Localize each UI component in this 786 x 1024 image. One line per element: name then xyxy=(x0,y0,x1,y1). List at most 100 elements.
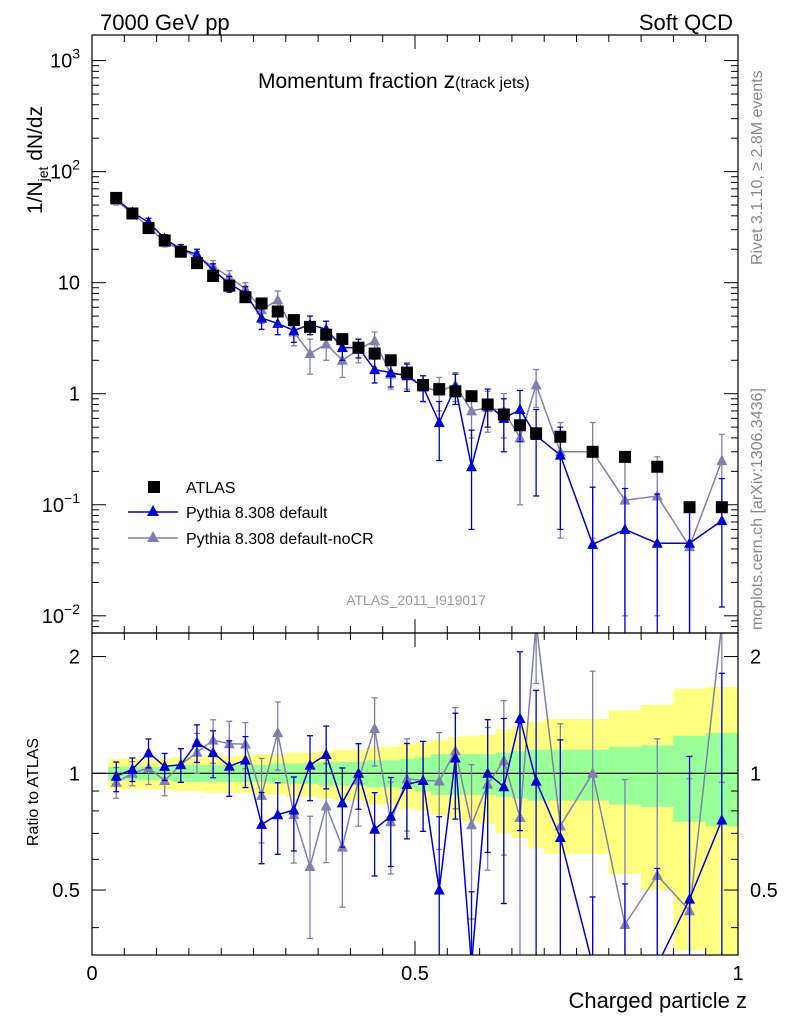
ratio-tick-label: 0.5 xyxy=(52,880,80,902)
y-tick-label: 102 xyxy=(50,157,80,184)
atlas-point xyxy=(190,257,203,270)
x-tick-label: 0.5 xyxy=(401,963,429,985)
default-ratio-point xyxy=(256,818,268,829)
default-ratio-point xyxy=(223,760,235,771)
atlas-point xyxy=(449,385,462,398)
default-point xyxy=(684,537,696,548)
atlas-point xyxy=(530,427,543,440)
atlas-point xyxy=(465,390,478,403)
default-ratio-point xyxy=(175,758,187,770)
legend-nocr-label: Pythia 8.308 default-noCR xyxy=(186,531,374,548)
default-ratio-point xyxy=(320,748,332,760)
atlas-point xyxy=(618,450,631,463)
atlas-point xyxy=(433,383,446,396)
nocr-ratio-point xyxy=(272,726,284,738)
default-ratio-point xyxy=(352,767,364,778)
atlas-point xyxy=(110,191,123,204)
default-ratio-point xyxy=(449,751,461,763)
default-ratio-point xyxy=(207,746,219,758)
default-point xyxy=(336,341,348,353)
default-ratio-point xyxy=(336,796,348,808)
atlas-point xyxy=(158,234,171,247)
atlas-point xyxy=(223,279,236,292)
y-tick-label: 103 xyxy=(50,46,80,73)
nocr-point xyxy=(466,404,478,416)
y-tick-label: 1 xyxy=(69,384,80,406)
atlas-point xyxy=(142,222,155,235)
default-ratio-point xyxy=(514,712,526,723)
default-ratio-point xyxy=(417,774,429,785)
ratio-axis-title: Ratio to ATLAS xyxy=(25,738,42,846)
legend-default-marker xyxy=(147,505,159,516)
atlas-point xyxy=(207,269,220,282)
ratio-tick-label-right: 1 xyxy=(750,763,761,785)
atlas-point xyxy=(651,460,664,473)
default-point xyxy=(716,514,728,526)
default-point xyxy=(191,248,203,259)
legend-atlas-marker xyxy=(148,481,160,493)
atlas-point xyxy=(174,245,187,258)
atlas-point xyxy=(336,333,349,346)
nocr-ratio-point xyxy=(304,860,316,872)
main-series-layer xyxy=(110,191,728,633)
x-axis-title: Charged particle z xyxy=(568,988,747,1013)
nocr-ratio-point xyxy=(466,818,478,830)
ratio-tick-label: 2 xyxy=(69,647,80,669)
nocr-ratio-point xyxy=(433,775,445,786)
default-point xyxy=(385,366,397,378)
default-point xyxy=(651,537,663,548)
default-point xyxy=(369,363,381,375)
ratio-frame xyxy=(91,632,739,956)
atlas-point xyxy=(417,378,430,391)
rivet-version-label: Rivet 3.1.10, ≥ 2.8M events xyxy=(749,70,766,265)
nocr-point xyxy=(716,454,728,466)
default-point xyxy=(256,312,268,323)
default-ratio-point xyxy=(272,808,284,820)
ratio-tick-label: 1 xyxy=(69,763,80,785)
atlas-point xyxy=(320,328,333,341)
atlas-point xyxy=(304,320,317,333)
default-point xyxy=(587,538,599,549)
default-ratio-point xyxy=(239,754,251,765)
legend-nocr-marker xyxy=(147,531,159,542)
default-point xyxy=(288,324,300,336)
default-point xyxy=(554,449,566,460)
default-ratio-point xyxy=(288,803,300,815)
atlas-point xyxy=(287,314,300,327)
atlas-point xyxy=(271,305,284,318)
atlas-point xyxy=(497,408,510,421)
chart-title: Momentum fraction z(track jets) xyxy=(258,67,530,93)
atlas-point xyxy=(481,398,494,411)
default-ratio-point xyxy=(191,736,203,748)
default-ratio-point xyxy=(401,778,413,790)
energy-label: 7000 GeV pp xyxy=(100,10,230,35)
main-tick-marks: 10−2 10−1 1 10 102 103 xyxy=(42,35,739,634)
legend: ATLAS Pythia 8.308 default Pythia 8.308 … xyxy=(128,480,374,548)
nocr-point xyxy=(530,378,542,390)
default-ratio-point xyxy=(498,780,510,792)
y-tick-label: 10−1 xyxy=(42,490,80,517)
atlas-point xyxy=(255,297,268,310)
default-ratio-point xyxy=(159,760,171,771)
atlas-point xyxy=(554,430,567,443)
main-panel: 10−2 10−1 1 10 102 103 xyxy=(42,34,739,634)
default-ratio-point xyxy=(369,823,381,834)
default-ratio-point xyxy=(684,893,696,904)
ratio-tick-label-right: 2 xyxy=(750,647,761,669)
default-ratio-point xyxy=(433,884,445,895)
nocr-point xyxy=(320,338,332,349)
x-tick-label: 0 xyxy=(86,963,97,985)
default-ratio-point xyxy=(126,763,138,774)
default-point xyxy=(514,403,526,415)
ratio-panel: 0 0.5 1 0.5 0.5 1 1 2 2 xyxy=(52,632,778,985)
atlas-point xyxy=(384,354,397,367)
nocr-point xyxy=(304,347,316,359)
y-axis-title: 1/Njet dN/dz xyxy=(24,106,51,214)
ratio-series-layer xyxy=(110,633,728,955)
default-ratio-point xyxy=(110,770,122,781)
default-point xyxy=(272,317,284,328)
atlas-point xyxy=(352,341,365,354)
default-ratio-point xyxy=(143,746,155,758)
atlas-point xyxy=(683,501,696,514)
